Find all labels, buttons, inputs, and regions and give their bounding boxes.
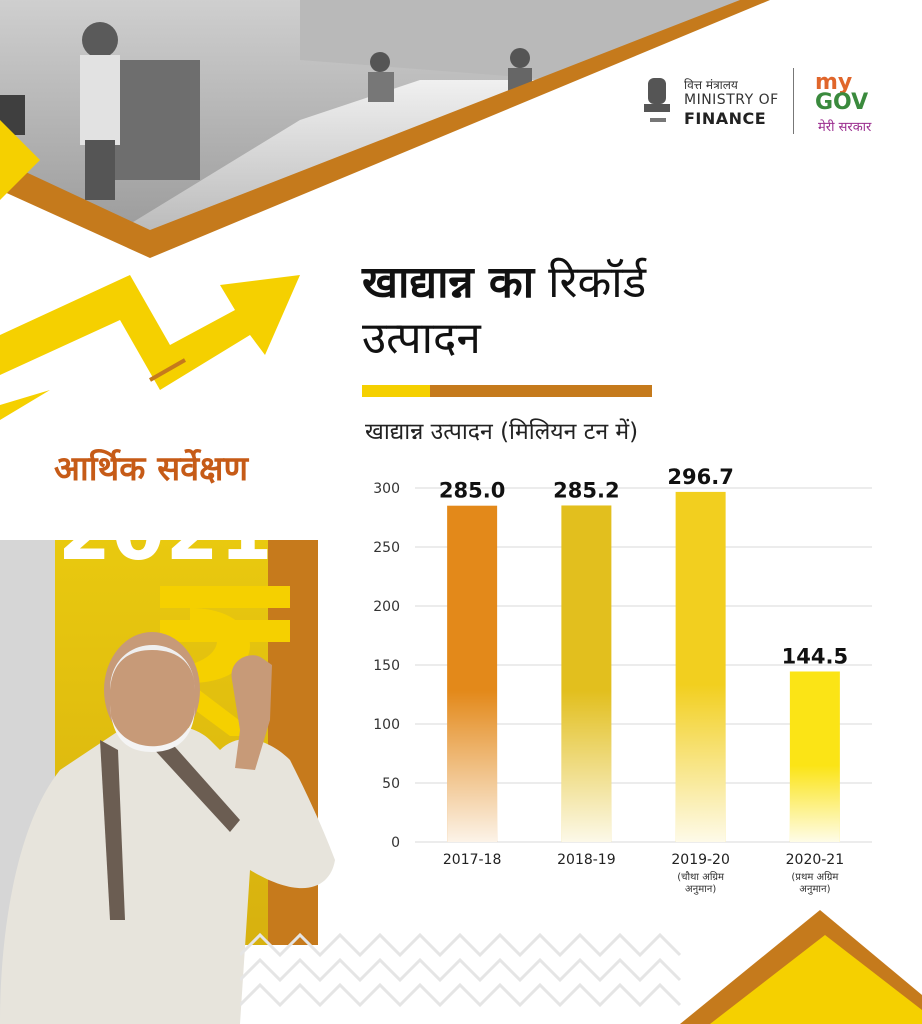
- person-photo: [0, 632, 335, 1024]
- bar-chart: 0 50 100 150 200 250 300 285.0 2017-18 285.2 2018-…: [373, 465, 872, 895]
- rupee-icon: [160, 586, 290, 736]
- x-tick-label: 2018-19: [557, 852, 616, 868]
- mygov-tagline: मेरी सरकार: [818, 120, 872, 135]
- ministry-hindi: वित्त मंत्रालय: [684, 78, 738, 92]
- ministry-line1: MINISTRY OF: [684, 92, 779, 108]
- survey-year: 2021: [58, 488, 274, 577]
- x-tick-note: (प्रथम अग्रिम: [791, 871, 839, 883]
- y-tick-label: 150: [373, 658, 400, 674]
- page-title-line2: उत्पादन: [362, 313, 481, 364]
- page-title-line1: खाद्यान्न का रिकॉर्ड: [362, 250, 646, 310]
- y-tick-label: 300: [373, 481, 400, 497]
- x-tick-note: अनुमान): [685, 884, 716, 895]
- title-underline-yellow: [362, 385, 430, 397]
- bar-value-label: 144.5: [782, 644, 848, 668]
- title-bold: खाद्यान्न का: [362, 257, 535, 308]
- x-tick-label: 2020-21: [786, 852, 845, 868]
- y-tick-label: 0: [391, 835, 400, 851]
- ministry-line2: FINANCE: [684, 109, 767, 128]
- x-tick-label: 2019-20: [671, 852, 730, 868]
- x-tick-note: अनुमान): [799, 884, 830, 895]
- y-tick-label: 250: [373, 540, 400, 556]
- chart-title: खाद्यान्न उत्पादन (मिलियन टन में): [365, 419, 639, 445]
- bar-value-label: 285.0: [439, 479, 505, 503]
- survey-label: आर्थिक सर्वेक्षण: [54, 449, 249, 489]
- bar-highlight: [789, 671, 840, 842]
- bottom-decoration: [240, 910, 922, 1024]
- national-emblem-icon: [644, 78, 670, 122]
- y-tick-label: 100: [373, 717, 400, 733]
- bar-value-label: 296.7: [667, 465, 733, 489]
- title-underline-orange: [430, 385, 652, 397]
- logo-divider: [793, 68, 794, 134]
- bar-highlight: [447, 505, 498, 842]
- bar-value-label: 285.2: [553, 478, 619, 502]
- mygov-logo-my: my: [815, 70, 853, 95]
- y-tick-label: 50: [382, 776, 400, 792]
- top-photo: [0, 0, 770, 258]
- bar-highlight: [675, 491, 726, 842]
- title-regular: रिकॉर्ड: [534, 257, 647, 308]
- x-tick-label: 2017-18: [443, 852, 502, 868]
- bar-highlight: [561, 505, 612, 842]
- growth-arrow-icon: [0, 275, 300, 420]
- y-tick-label: 200: [373, 599, 400, 615]
- mygov-logo-gov: GOV: [815, 90, 869, 115]
- x-tick-note: (चौथा अग्रिम: [677, 871, 725, 883]
